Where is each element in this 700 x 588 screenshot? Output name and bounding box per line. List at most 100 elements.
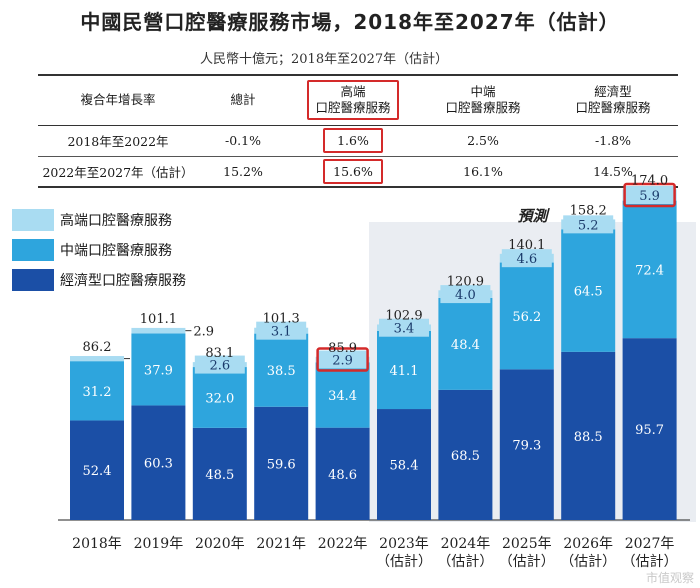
data-label: 37.9 xyxy=(144,363,173,378)
bar-mid xyxy=(499,262,554,370)
data-label: 4.6 xyxy=(516,252,537,267)
bar-econ xyxy=(131,405,186,520)
data-label: 52.4 xyxy=(83,464,112,479)
data-label: 32.0 xyxy=(205,391,234,406)
row-period: 2022年至2027年（估計） xyxy=(38,156,198,188)
x-tick-label: 2020年 xyxy=(195,536,245,552)
x-tick-label: 2018年 xyxy=(72,536,122,552)
page-title: 中國民營口腔醫療服務市場，2018年至2027年（估計） xyxy=(80,10,620,34)
data-label: 88.5 xyxy=(574,430,603,445)
data-label: 34.4 xyxy=(328,389,357,404)
bar-mid xyxy=(70,361,124,421)
bar-econ xyxy=(70,420,124,520)
data-label: 5.2 xyxy=(578,218,599,233)
bar-econ xyxy=(377,409,431,520)
label-bg xyxy=(256,321,307,340)
data-label: 38.5 xyxy=(267,364,296,379)
label-bg xyxy=(194,355,245,374)
row-period: 2018年至2022年 xyxy=(38,125,198,157)
legend-label-mid: 中端口腔醫療服務 xyxy=(60,243,172,259)
bar-mid xyxy=(254,333,309,407)
data-label: 60.3 xyxy=(144,457,173,472)
cell-econ: -1.8% xyxy=(548,125,678,157)
data-label: 56.2 xyxy=(512,310,541,325)
data-label: 4.0 xyxy=(455,288,476,303)
table-subtitle: 人民幣十億元；2018年至2027年（估計） xyxy=(200,52,449,67)
data-label: 3.4 xyxy=(394,322,415,337)
total-label: 120.9 xyxy=(447,274,484,289)
data-label: 68.5 xyxy=(451,449,480,464)
total-label: 86.2 xyxy=(83,340,112,355)
data-label: 48.6 xyxy=(328,468,357,483)
legend-item-high: 高端口腔醫療服務 xyxy=(12,205,186,235)
x-tick-label: 2022年 xyxy=(318,536,368,552)
legend-item-econ: 經濟型口腔醫療服務 xyxy=(12,265,186,295)
x-tick-label: 2024年 xyxy=(441,536,491,552)
bar-mid xyxy=(377,330,431,410)
highlight-box xyxy=(316,347,369,372)
legend-label-econ: 經濟型口腔醫療服務 xyxy=(60,273,186,289)
total-label: 85.9 xyxy=(328,341,357,356)
x-tick-label: （估計） xyxy=(499,554,555,570)
data-label: 64.5 xyxy=(574,285,603,300)
data-label: 3.1 xyxy=(271,325,292,340)
data-label: 5.9 xyxy=(639,189,660,204)
x-tick-label: （估計） xyxy=(622,554,678,570)
label-bg xyxy=(440,285,491,304)
x-tick-label: 2026年 xyxy=(563,536,613,552)
legend-item-mid: 中端口腔醫療服務 xyxy=(12,235,186,265)
header-mid: 中端 口腔醫療服務 xyxy=(418,74,548,126)
total-label: 101.3 xyxy=(263,312,300,327)
data-label: 41.1 xyxy=(390,364,419,379)
table-row: 2022年至2027年（估計） 15.2% 15.6% 16.1% 14.5% xyxy=(38,156,678,188)
cagr-table: 複合年增長率 總計 高端 口腔醫療服務 中端 口腔醫療服務 經濟型 口腔醫療服務… xyxy=(38,74,678,188)
bar-mid xyxy=(131,333,186,406)
forecast-label: 預測 xyxy=(517,207,550,225)
label-bg xyxy=(379,318,429,337)
x-tick-label: 2027年 xyxy=(625,536,675,552)
bar-mid xyxy=(192,367,247,428)
bar-econ xyxy=(561,351,616,520)
label-bg xyxy=(563,215,614,234)
data-label: 31.2 xyxy=(83,385,112,400)
data-label: 2.9 xyxy=(332,354,353,369)
data-label: 72.4 xyxy=(635,263,664,278)
x-tick-label: 2021年 xyxy=(256,536,306,552)
x-tick-label: 2025年 xyxy=(502,536,552,552)
legend-swatch-mid xyxy=(12,239,54,261)
header-cagr: 複合年增長率 xyxy=(38,74,198,126)
bar-econ xyxy=(499,369,554,520)
label-bg xyxy=(317,350,368,369)
watermark: 市值观察 xyxy=(645,571,694,585)
bar-econ xyxy=(315,427,370,520)
cell-total: -0.1% xyxy=(198,125,288,157)
data-label: 2.9 xyxy=(193,325,214,340)
bar-econ xyxy=(192,427,247,520)
bar-mid xyxy=(561,229,616,352)
table-row: 2018年至2022年 -0.1% 1.6% 2.5% -1.8% xyxy=(38,125,678,157)
bar-mid xyxy=(438,297,493,390)
data-label: 2.6 xyxy=(209,359,230,374)
bar-high xyxy=(70,356,124,362)
data-label: 58.4 xyxy=(390,459,419,474)
data-label: 48.4 xyxy=(451,338,480,353)
legend-swatch-high xyxy=(12,209,54,231)
bar-econ xyxy=(254,406,309,520)
header-total: 總計 xyxy=(198,74,288,126)
total-label: 101.1 xyxy=(140,312,177,327)
legend-swatch-econ xyxy=(12,269,54,291)
bar-high xyxy=(131,327,186,334)
data-label: 95.7 xyxy=(635,423,664,438)
data-label: 59.6 xyxy=(267,457,296,472)
bar-econ xyxy=(622,338,677,520)
total-label: 83.1 xyxy=(205,346,234,361)
highlight-box xyxy=(623,182,676,208)
data-label: 79.3 xyxy=(512,439,541,454)
header-high: 高端 口腔醫療服務 xyxy=(288,74,418,126)
x-tick-label: （估計） xyxy=(437,554,493,570)
legend-label-high: 高端口腔醫療服務 xyxy=(60,213,172,229)
chart-legend: 高端口腔醫療服務 中端口腔醫療服務 經濟型口腔醫療服務 xyxy=(12,205,186,295)
total-label: 174.0 xyxy=(631,173,668,188)
bar-mid xyxy=(622,200,677,339)
